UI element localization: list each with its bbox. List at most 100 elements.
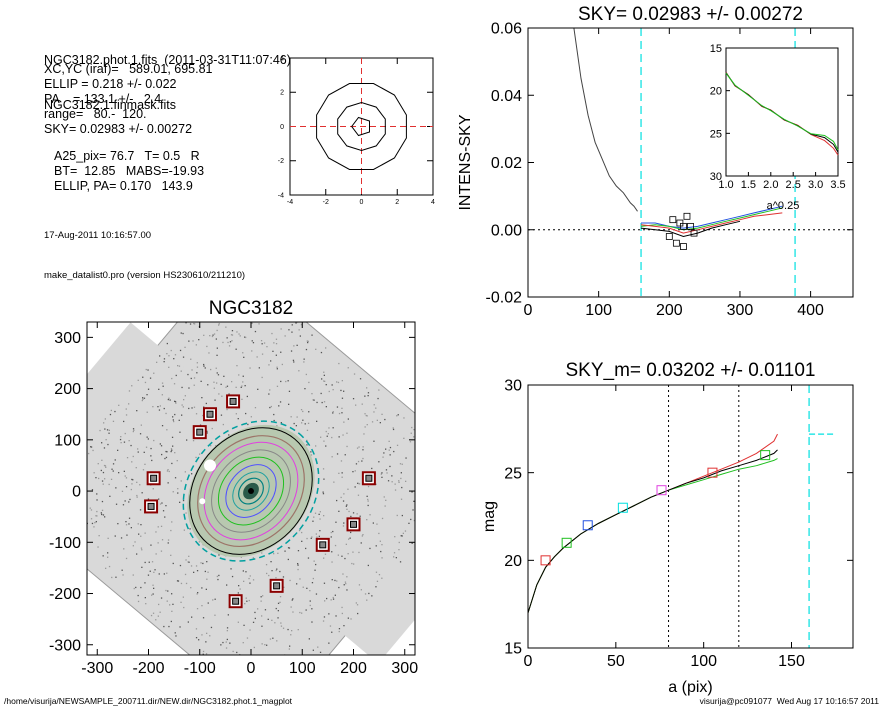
noise-dot: [70, 462, 71, 463]
noise-dot: [361, 535, 363, 537]
noise-dot: [105, 567, 107, 569]
noise-dot: [206, 561, 208, 563]
noise-dot: [67, 513, 68, 514]
noise-dot: [239, 335, 241, 337]
noise-dot: [58, 504, 59, 505]
noise-dot: [160, 550, 163, 552]
noise-dot: [243, 356, 245, 358]
noise-dot: [241, 398, 243, 400]
noise-dot: [90, 446, 92, 448]
noise-dot: [196, 570, 199, 572]
noise-dot: [286, 667, 287, 668]
noise-dot: [153, 571, 155, 573]
noise-dot: [425, 465, 426, 466]
noise-dot: [235, 348, 237, 350]
noise-dot: [307, 422, 310, 424]
noise-dot: [321, 378, 323, 380]
isophote-contour: [197, 435, 305, 548]
noise-dot: [193, 406, 196, 408]
noise-dot: [159, 611, 161, 613]
noise-dot: [340, 460, 343, 462]
noise-dot: [168, 355, 170, 357]
noise-dot: [226, 638, 228, 641]
noise-dot: [300, 409, 303, 411]
noise-dot: [101, 500, 104, 503]
noise-dot: [93, 472, 95, 474]
noise-dot: [153, 439, 155, 442]
noise-dot: [346, 589, 348, 591]
noise-dot: [279, 596, 282, 598]
noise-dot: [252, 579, 255, 581]
noise-dot: [242, 375, 244, 377]
y-tick-label: 0: [280, 124, 284, 131]
noise-dot: [237, 592, 239, 594]
noise-dot: [203, 334, 205, 336]
masked-star: [204, 459, 216, 472]
noise-dot: [287, 628, 289, 631]
noise-dot: [181, 414, 183, 416]
noise-dot: [420, 473, 421, 474]
noise-dot: [244, 603, 246, 605]
noise-dot: [328, 390, 330, 393]
noise-dot: [276, 385, 279, 387]
y-tick-label: -200: [49, 586, 81, 603]
noise-dot: [36, 500, 37, 501]
noise-dot: [331, 579, 333, 581]
noise-dot: [265, 564, 268, 566]
sky-ylabel: INTENS-SKY: [457, 114, 474, 210]
noise-dot: [297, 563, 299, 565]
noise-dot: [312, 577, 314, 580]
noise-dot: [325, 430, 327, 433]
noise-dot: [226, 408, 228, 411]
noise-dot: [136, 410, 138, 412]
noise-dot: [350, 515, 352, 518]
noise-dot: [411, 426, 413, 429]
noise-dot: [310, 537, 312, 539]
noise-dot: [396, 444, 399, 446]
noise-dot: [190, 565, 193, 567]
y-tick-label: 0.06: [491, 21, 522, 38]
mask-name: NGC3182.1.finmask.fits: [44, 98, 176, 112]
noise-dot: [288, 403, 290, 405]
noise-dot: [366, 599, 368, 601]
profile-black: [640, 220, 741, 238]
noise-dot: [243, 624, 245, 626]
noise-dot: [185, 559, 187, 561]
noise-dot: [275, 577, 277, 579]
noise-dot: [302, 419, 304, 421]
noise-dot: [93, 526, 95, 528]
noise-dot: [108, 432, 110, 434]
noise-dot: [275, 354, 277, 356]
x-tick-label: 300: [727, 302, 754, 319]
noise-dot: [367, 564, 369, 567]
noise-dot: [357, 612, 359, 615]
mag-marker: [656, 485, 667, 496]
noise-dot: [235, 674, 236, 675]
noise-dot: [270, 561, 272, 563]
noise-dot: [150, 544, 152, 546]
noise-dot: [393, 556, 395, 558]
inset-x-tick-label: 3.0: [808, 179, 823, 191]
noise-dot: [145, 603, 147, 605]
noise-dot: [222, 676, 223, 677]
noise-dot: [277, 552, 279, 554]
noise-dot: [269, 638, 272, 640]
noise-dot: [423, 448, 424, 449]
noise-dot: [291, 599, 293, 601]
noise-dot: [309, 590, 311, 592]
noise-dot: [99, 429, 101, 432]
noise-dot: [107, 443, 109, 446]
noise-dot: [103, 422, 105, 424]
noise-dot: [285, 684, 286, 685]
noise-dot: [144, 597, 146, 599]
noise-dot: [171, 521, 173, 523]
noise-dot: [341, 476, 343, 478]
noise-dot: [323, 371, 325, 373]
x-tick-label: 100: [585, 302, 612, 319]
noise-dot: [266, 644, 268, 646]
noise-dot: [140, 586, 142, 589]
noise-dot: [88, 452, 90, 455]
noise-dot: [123, 548, 125, 550]
contour-middle: [337, 101, 386, 152]
y-tick-label: 100: [54, 432, 81, 449]
